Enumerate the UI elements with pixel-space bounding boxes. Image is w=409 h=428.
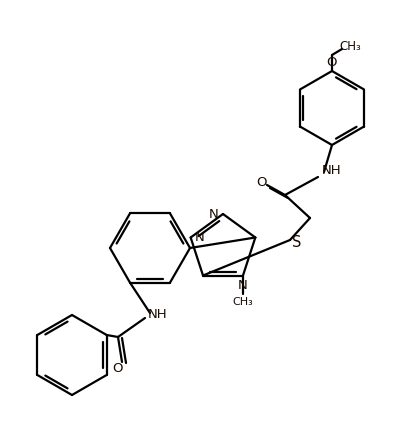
Text: CH₃: CH₃ [338, 39, 360, 53]
Text: N: N [209, 208, 218, 220]
Text: O: O [256, 175, 267, 188]
Text: O: O [326, 56, 337, 68]
Text: O: O [112, 362, 123, 374]
Text: N: N [194, 231, 204, 244]
Text: CH₃: CH₃ [232, 297, 253, 306]
Text: NH: NH [148, 309, 167, 321]
Text: N: N [238, 279, 247, 292]
Text: NH: NH [321, 163, 341, 176]
Text: S: S [292, 235, 301, 250]
